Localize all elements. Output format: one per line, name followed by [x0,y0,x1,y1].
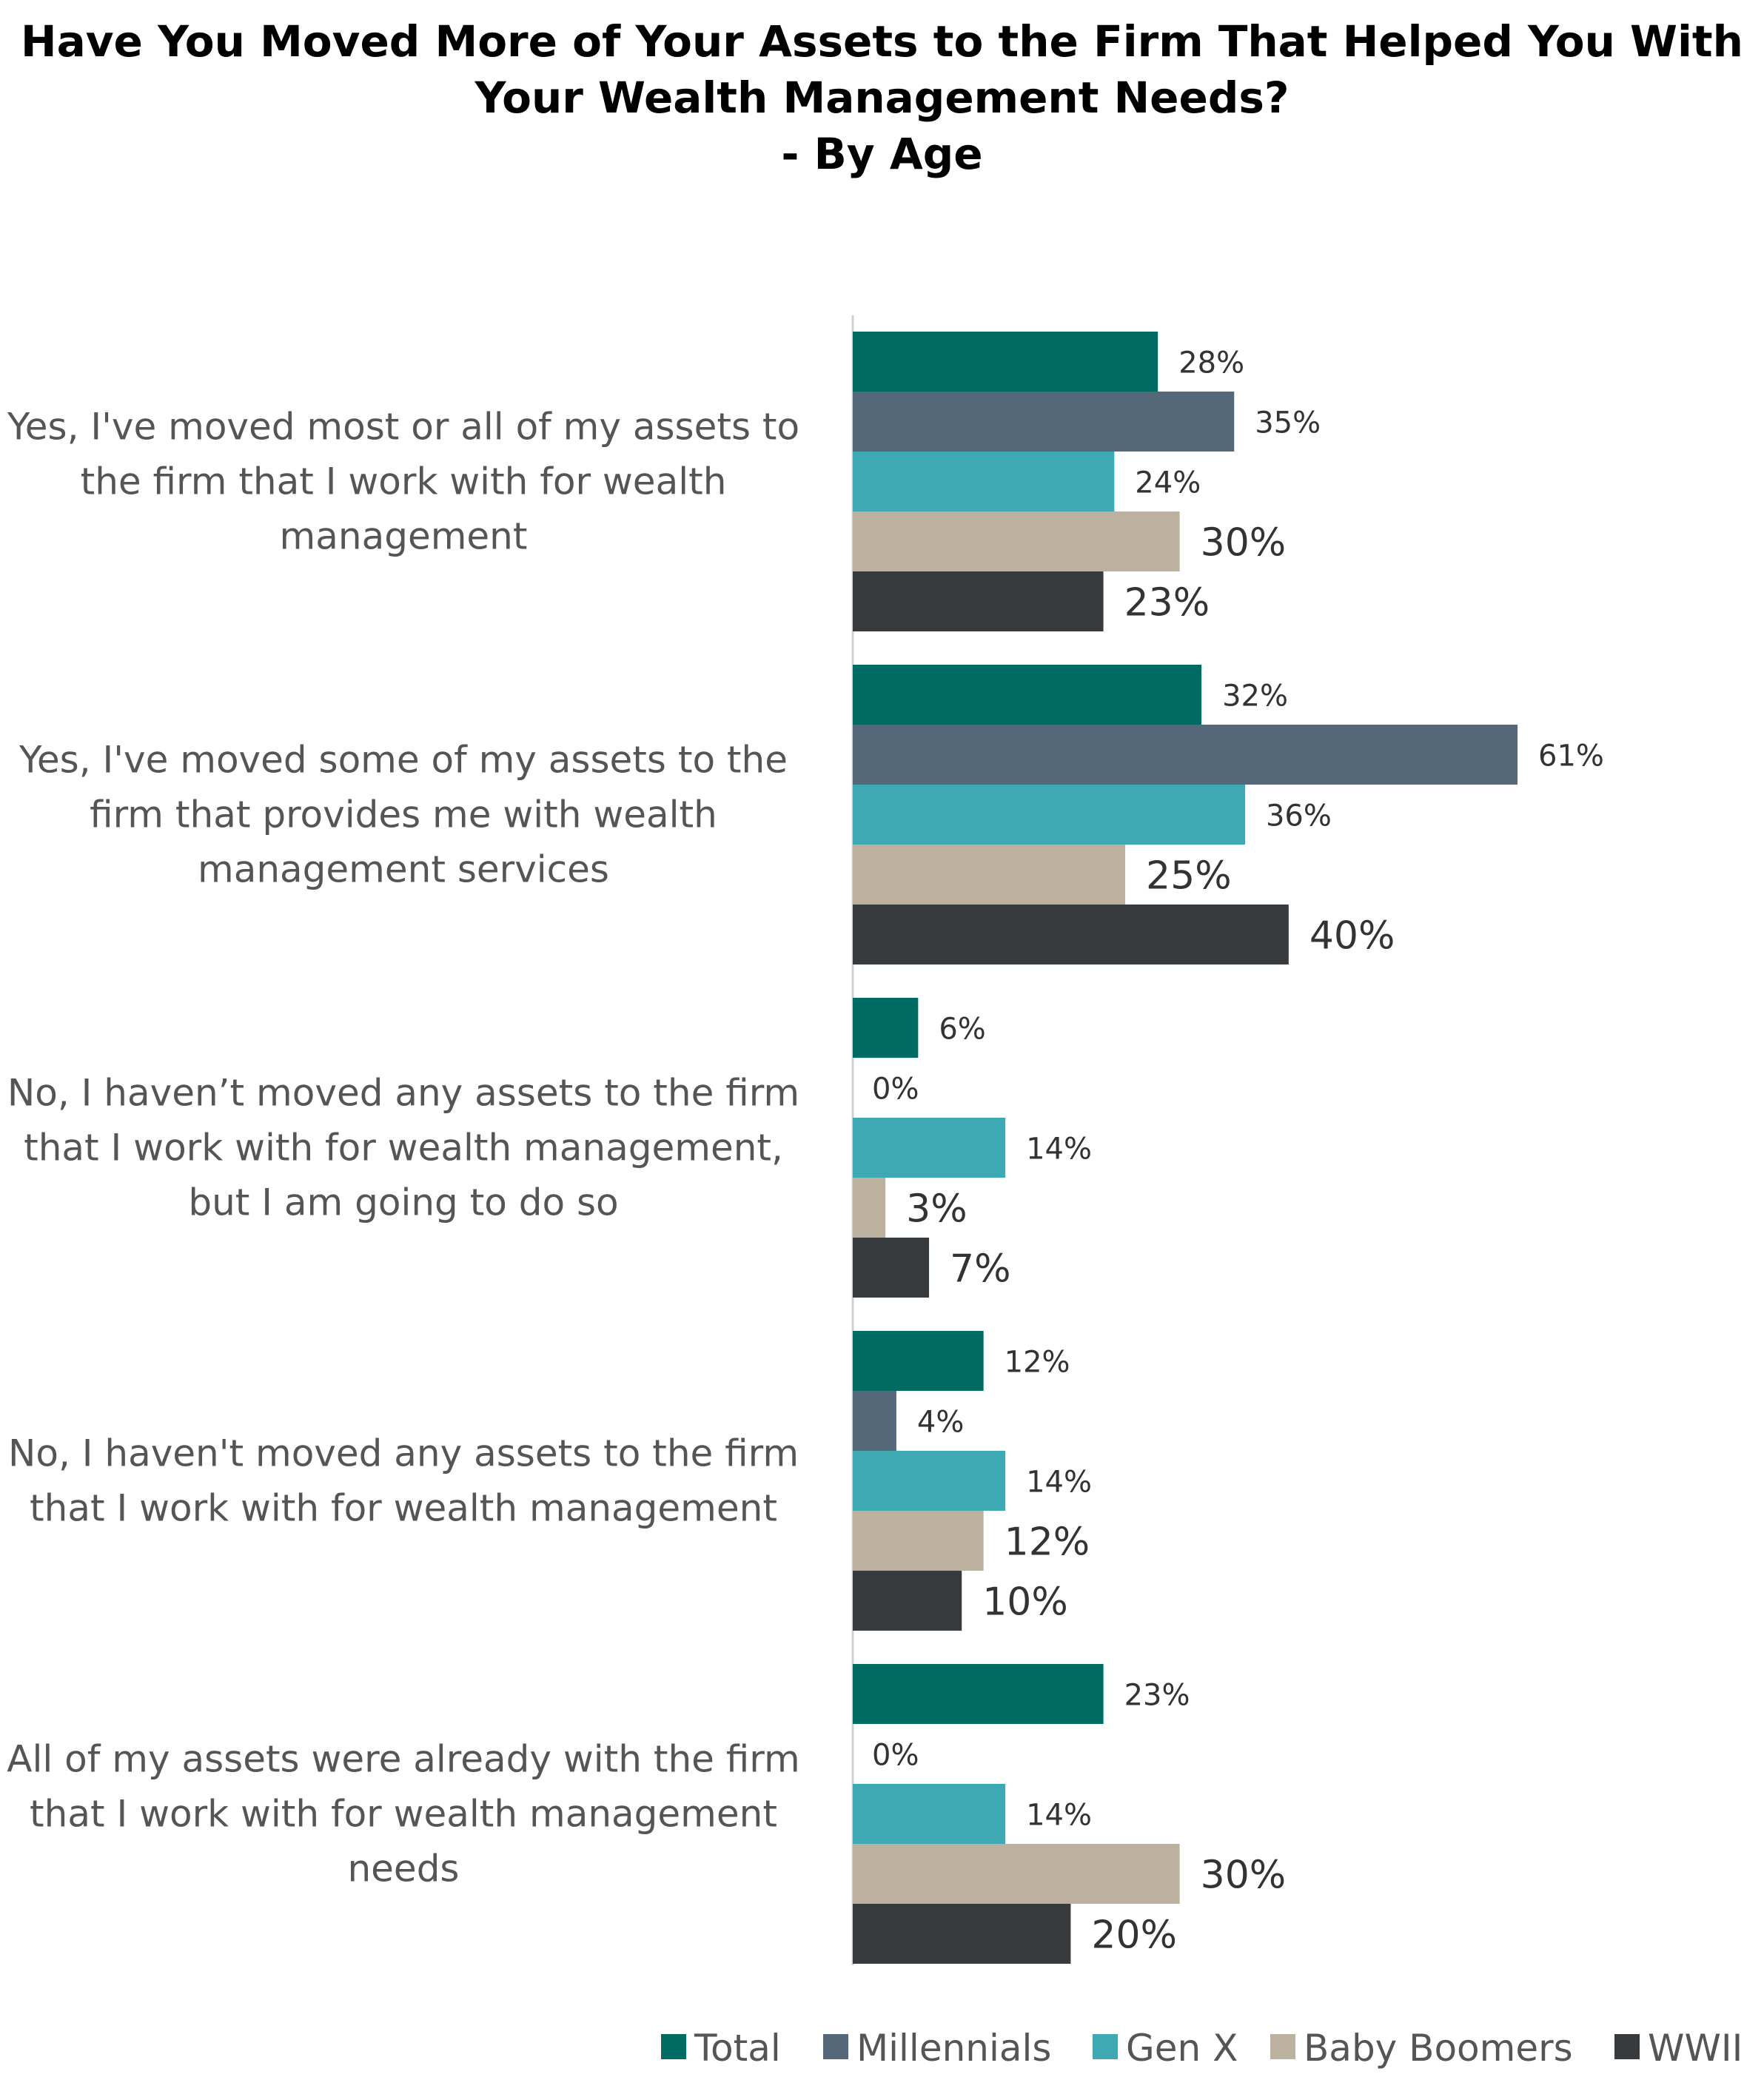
data-label: 32% [1222,680,1288,714]
category-label: the firm that I work with for wealth [81,460,727,503]
data-label: 24% [1135,466,1201,500]
data-label: 36% [1266,799,1332,833]
bar-baby-boomers [853,1511,984,1571]
legend-swatch-total [661,2034,686,2059]
bar-gen-x [853,1118,1006,1178]
chart-title-line-3: - By Age [781,129,983,179]
category-label: but I am going to do so [188,1181,618,1224]
category-label: management services [198,848,609,891]
legend-swatch-millennials [823,2034,848,2059]
category-label: No, I haven’t moved any assets to the fi… [7,1072,799,1115]
legend-label: Total [694,2027,781,2070]
bar-wwii [853,905,1289,964]
data-label: 3% [906,1187,967,1232]
data-label: 12% [1005,1520,1090,1565]
data-label: 14% [1026,1799,1092,1833]
bar-total [853,1664,1104,1724]
legend-label: Baby Boomers [1304,2027,1573,2070]
bar-wwii [853,1904,1071,1964]
data-label: 0% [872,1073,919,1107]
bar-wwii [853,1571,962,1631]
data-label: 23% [1124,1679,1190,1713]
legend-swatch-wwii [1614,2034,1640,2059]
bar-wwii [853,1238,930,1298]
category-label: Yes, I've moved some of my assets to the [19,739,788,782]
bar-wwii [853,571,1104,631]
bar-gen-x [853,452,1115,511]
data-label: 7% [950,1247,1011,1292]
legend-label: Millennials [856,2027,1051,2070]
category-label: All of my assets were already with the f… [7,1738,799,1781]
legend-label: Gen X [1126,2027,1238,2070]
category-label: that I work with for wealth management [30,1487,777,1530]
chart-title-line-2: Your Wealth Management Needs? [474,73,1290,123]
data-label: 10% [982,1580,1068,1625]
bar-baby-boomers [853,1844,1180,1904]
legend-swatch-gen-x [1093,2034,1118,2059]
data-label: 30% [1201,521,1287,566]
bar-total [853,332,1158,392]
data-label: 61% [1538,739,1604,774]
bar-baby-boomers [853,1178,886,1238]
category-label: that I work with for wealth management [30,1793,777,1836]
category-label: No, I haven't moved any assets to the fi… [8,1432,799,1475]
bar-total [853,665,1202,725]
data-label: 25% [1146,854,1232,899]
category-label: that I work with for wealth management, [24,1127,783,1170]
legend-label: WWII [1648,2027,1743,2070]
data-label: 35% [1255,406,1321,440]
bar-baby-boomers [853,845,1126,905]
data-label: 12% [1005,1346,1070,1380]
bar-gen-x [853,785,1245,845]
bar-gen-x [853,1451,1006,1511]
bar-total [853,1331,984,1391]
category-label: management [280,515,528,558]
data-label: 4% [917,1406,964,1440]
bar-gen-x [853,1784,1006,1844]
bar-total [853,998,919,1058]
legend-swatch-baby-boomers [1270,2034,1295,2059]
data-label: 14% [1026,1466,1092,1500]
category-label: Yes, I've moved most or all of my assets… [7,406,799,449]
data-label: 40% [1309,914,1395,959]
data-label: 0% [872,1739,919,1773]
category-label: firm that provides me with wealth [90,793,717,836]
chart-title-line-1: Have You Moved More of Your Assets to th… [21,16,1743,67]
data-label: 20% [1091,1913,1177,1958]
data-label: 30% [1201,1853,1287,1898]
data-label: 23% [1124,581,1210,625]
bar-millennials [853,392,1235,452]
data-label: 28% [1178,346,1244,380]
data-label: 14% [1026,1133,1092,1167]
bar-millennials [853,725,1517,785]
category-label: needs [347,1848,459,1890]
data-label: 6% [939,1013,985,1047]
bar-baby-boomers [853,511,1180,571]
bar-millennials [853,1391,896,1451]
